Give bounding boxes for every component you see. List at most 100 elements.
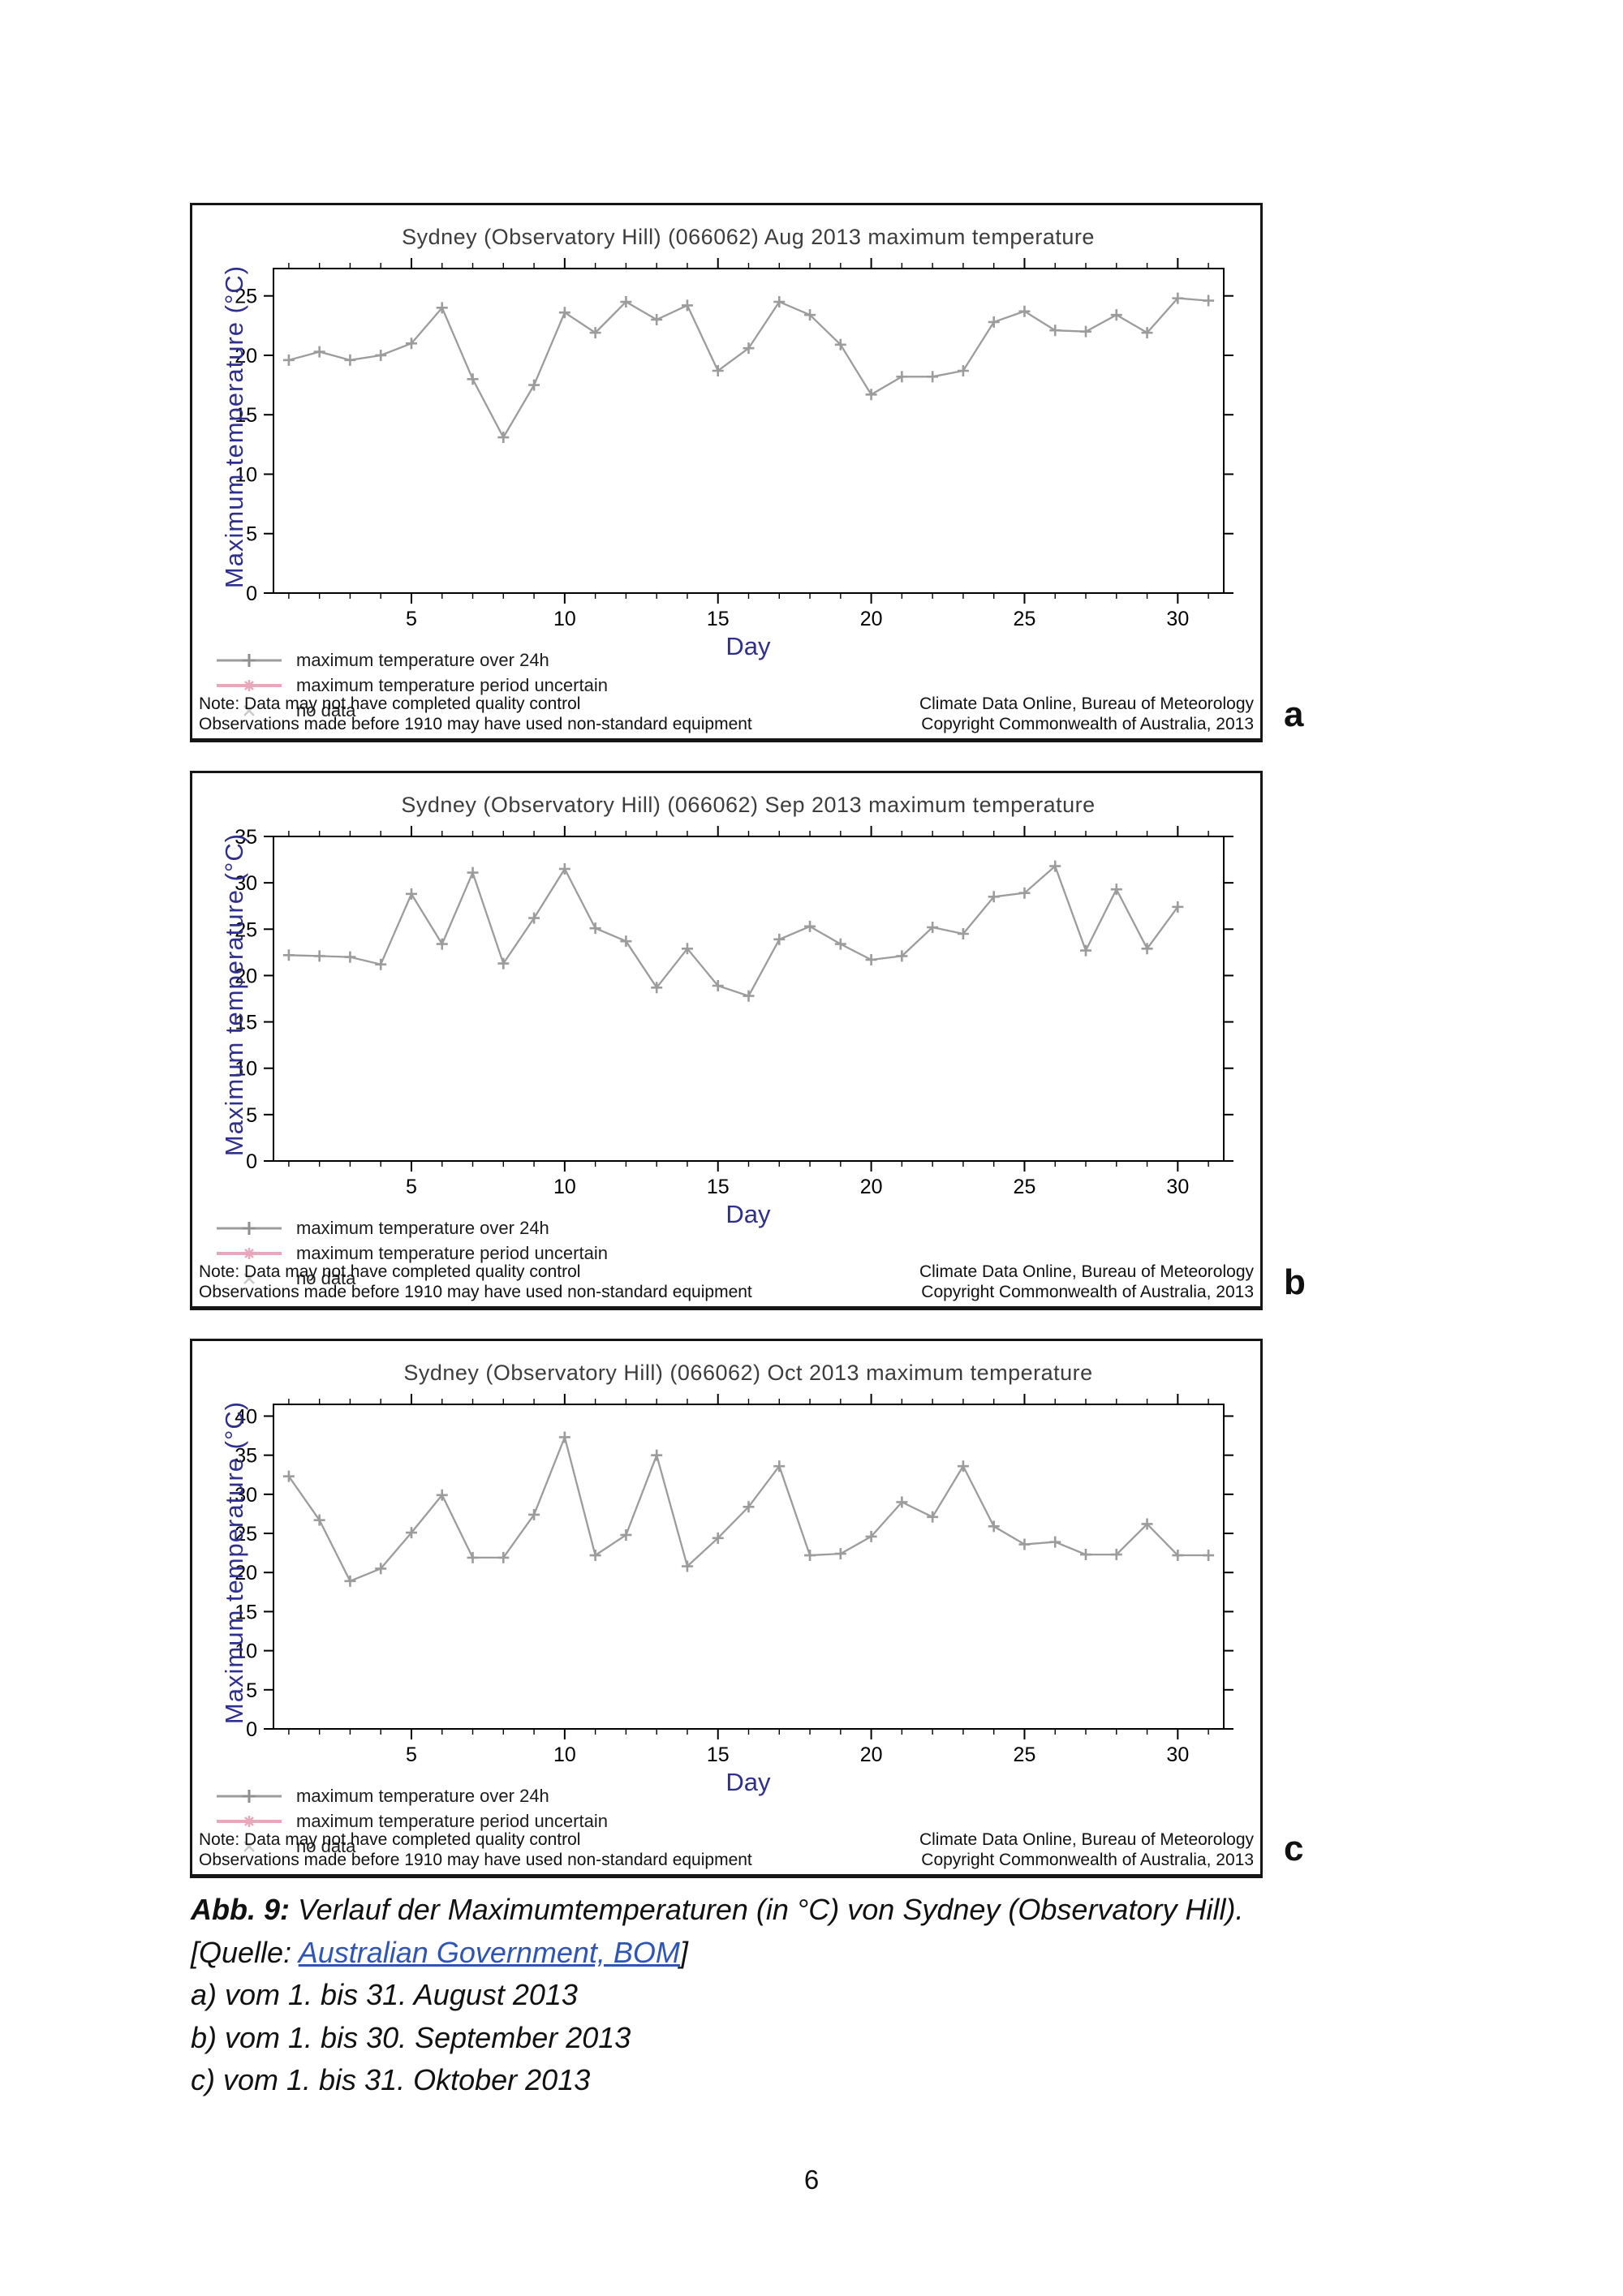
legend-item-label: maximum temperature period uncertain: [296, 674, 608, 695]
svg-text:30: 30: [235, 872, 257, 895]
svg-text:5: 5: [406, 1176, 417, 1198]
svg-text:40: 40: [235, 1405, 257, 1428]
y-axis-label: Maximum temperature (°C): [220, 264, 248, 589]
svg-text:10: 10: [235, 463, 257, 486]
svg-text:15: 15: [707, 1743, 730, 1766]
svg-text:5: 5: [406, 608, 417, 630]
legend-item: maximum temperature over 24h: [215, 1783, 608, 1808]
x-marker-icon: [243, 1272, 255, 1284]
svg-text:30: 30: [1166, 608, 1189, 630]
credit-line: Climate Data Online, Bureau of Meteorolo…: [919, 1829, 1254, 1849]
caption-text: Verlauf der Maximumtemperaturen (in °C) …: [290, 1893, 1244, 1926]
legend-item-label: maximum temperature period uncertain: [296, 1810, 608, 1831]
panel-label-c: c: [1284, 1829, 1304, 1868]
data-points: [282, 292, 1215, 444]
svg-text:25: 25: [1014, 1743, 1036, 1766]
line-star-icon: [217, 679, 282, 691]
x-axis-label: Day: [725, 632, 771, 660]
panel-label-a: a: [1284, 694, 1304, 734]
data-points: [282, 860, 1184, 1002]
legend-item: maximum temperature period uncertain: [215, 1808, 608, 1834]
chart-legend: maximum temperature over 24h maximum tem…: [215, 1215, 608, 1291]
legend-item: no data: [215, 1834, 608, 1859]
line-plus-icon: [217, 653, 282, 667]
legend-item-label: maximum temperature period uncertain: [296, 1242, 608, 1263]
credit-line: Climate Data Online, Bureau of Meteorolo…: [919, 694, 1254, 713]
svg-text:10: 10: [235, 1058, 257, 1081]
x-axis-tick-labels: 5 10 15 20 25 30: [406, 1176, 1189, 1198]
svg-text:25: 25: [1014, 1176, 1036, 1198]
legend-item: no data: [215, 698, 608, 723]
svg-text:30: 30: [235, 1484, 257, 1507]
y-axis-tick-labels: 0 5 10 15 20 25: [235, 286, 257, 605]
legend-item-label: maximum temperature over 24h: [296, 1217, 549, 1238]
chart-title: Sydney (Observatory Hill) (066062) Oct 2…: [403, 1361, 1093, 1385]
svg-text:10: 10: [553, 1743, 576, 1766]
legend-item: maximum temperature over 24h: [215, 1215, 608, 1240]
plot-frame: [273, 1404, 1225, 1730]
source-suffix: ]: [679, 1935, 688, 1969]
svg-text:15: 15: [235, 1012, 257, 1034]
data-line: [288, 297, 1209, 440]
chart-panel-c: 5 10 15 20 25 30 0 5 10 15 20 25 30 35 40 Sydney (Obse…: [190, 1339, 1263, 1878]
caption-item-b: b) vom 1. bis 30. September 2013: [191, 2020, 631, 2054]
temperature-chart-aug: 5 10 15 20 25 30 0 5 10 15 20 25: [235, 258, 1233, 630]
data-points: [282, 1431, 1215, 1587]
svg-text:5: 5: [406, 1743, 417, 1766]
svg-text:20: 20: [860, 1743, 883, 1766]
svg-text:10: 10: [553, 1176, 576, 1198]
figure-caption: Abb. 9: Verlauf der Maximumtemperaturen …: [191, 1889, 1457, 2102]
x-axis-ticks: [288, 826, 1209, 1172]
caption-item-a: a) vom 1. bis 31. August 2013: [191, 1978, 578, 2012]
legend-item-label: maximum temperature over 24h: [296, 649, 549, 670]
panel-label-b: b: [1284, 1262, 1306, 1302]
chart-notes: Note: Data may not have completed qualit…: [199, 1829, 1254, 1870]
svg-text:0: 0: [246, 583, 257, 605]
y-axis-ticks: [264, 295, 1233, 594]
line-star-icon: [217, 1247, 282, 1259]
caption-tag: Abb. 9:: [191, 1893, 290, 1926]
plot-frame: [273, 268, 1225, 594]
source-link[interactable]: Australian Government, BOM: [298, 1935, 680, 1969]
data-line: [288, 864, 1179, 997]
chart-title: Sydney (Observatory Hill) (066062) Aug 2…: [402, 225, 1095, 249]
y-axis-tick-labels: 0 5 10 15 20 25 30 35 40: [235, 1405, 257, 1741]
credit-line: Copyright Commonwealth of Australia, 201…: [921, 1282, 1254, 1301]
legend-item-label: no data: [296, 1267, 356, 1288]
svg-text:20: 20: [860, 608, 883, 630]
svg-text:20: 20: [235, 965, 257, 987]
credit-line: Climate Data Online, Bureau of Meteorolo…: [919, 1262, 1254, 1281]
line-star-icon: [217, 1815, 282, 1827]
legend-item: maximum temperature period uncertain: [215, 673, 608, 698]
line-plus-icon: [217, 1789, 282, 1803]
svg-text:15: 15: [707, 608, 730, 630]
svg-text:0: 0: [246, 1150, 257, 1173]
y-axis-ticks: [264, 836, 1233, 1162]
x-marker-icon: [243, 704, 255, 716]
svg-text:15: 15: [235, 1601, 257, 1623]
legend-item-label: no data: [296, 699, 356, 720]
legend-item: no data: [215, 1266, 608, 1291]
svg-text:25: 25: [235, 918, 257, 941]
note-line: Observations made before 1910 may have u…: [199, 1850, 752, 1869]
temperature-chart-oct: 5 10 15 20 25 30 0 5 10 15 20 25 30 35 40: [235, 1394, 1233, 1766]
source-prefix: [Quelle:: [191, 1935, 299, 1969]
legend-item-label: no data: [296, 1835, 356, 1856]
x-axis-tick-labels: 5 10 15 20 25 30: [406, 1743, 1189, 1766]
x-axis-ticks: [288, 1394, 1209, 1739]
chart-legend: maximum temperature over 24h maximum tem…: [215, 647, 608, 723]
chart-title: Sydney (Observatory Hill) (066062) Sep 2…: [401, 793, 1096, 817]
chart-legend: maximum temperature over 24h maximum tem…: [215, 1783, 608, 1859]
note-line: Note: Data may not have completed qualit…: [199, 1829, 581, 1849]
caption-item-c: c) vom 1. bis 31. Oktober 2013: [191, 2063, 591, 2097]
svg-text:20: 20: [235, 345, 257, 368]
note-line: Note: Data may not have completed qualit…: [199, 694, 581, 713]
y-axis-ticks: [264, 1415, 1233, 1730]
svg-text:10: 10: [553, 608, 576, 630]
legend-item: maximum temperature period uncertain: [215, 1240, 608, 1266]
credit-line: Copyright Commonwealth of Australia, 201…: [921, 1850, 1254, 1869]
svg-text:5: 5: [246, 1104, 257, 1127]
legend-item: maximum temperature over 24h: [215, 647, 608, 673]
note-line: Note: Data may not have completed qualit…: [199, 1262, 581, 1281]
